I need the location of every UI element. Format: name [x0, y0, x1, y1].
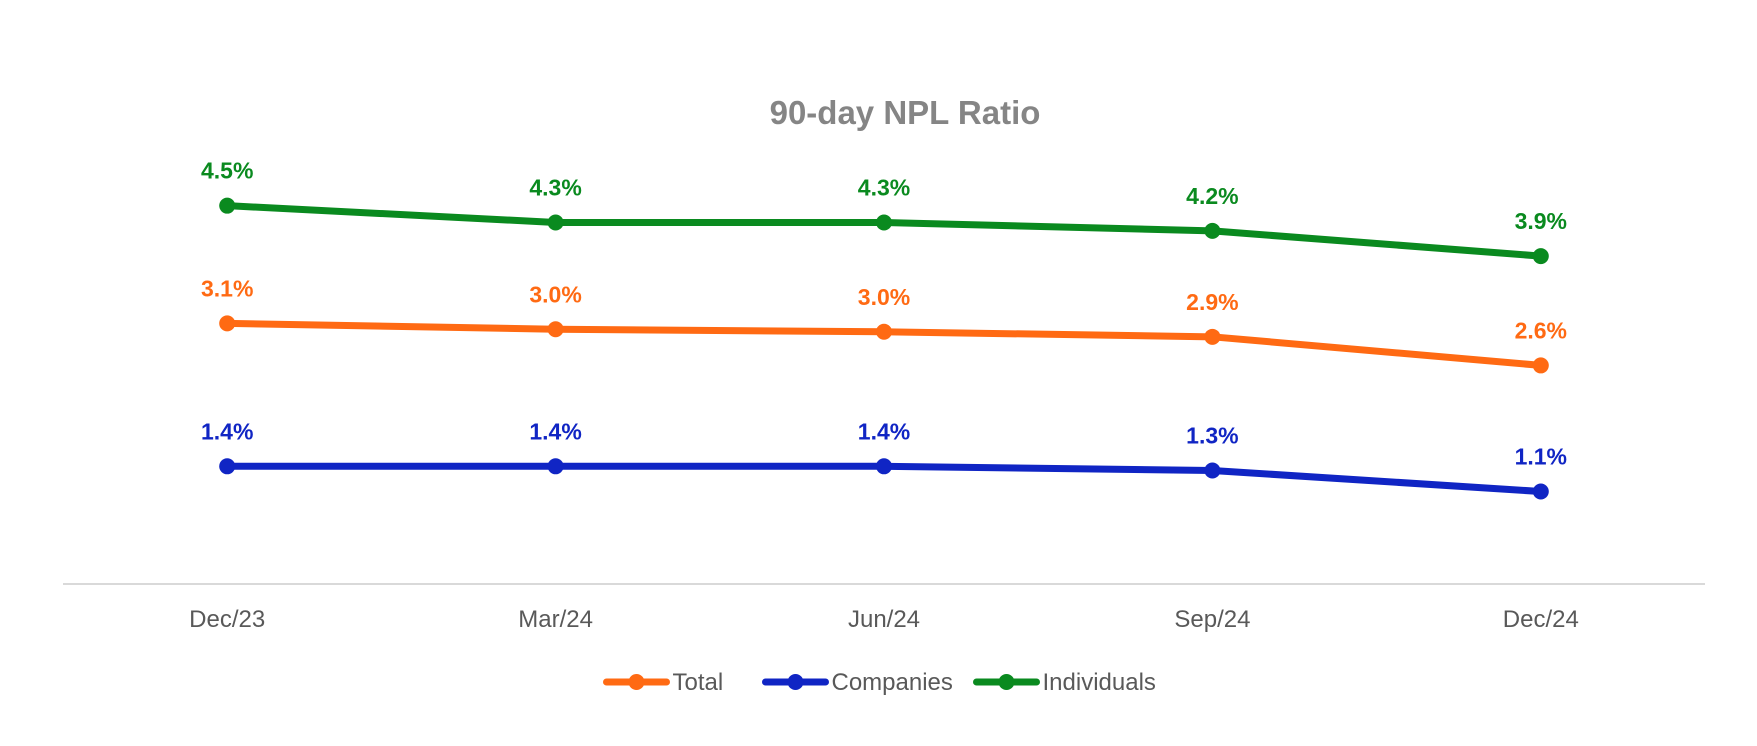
series-layer — [219, 197, 1549, 500]
data-point-total — [1204, 328, 1221, 345]
data-point-companies — [876, 458, 892, 475]
legend-swatch-marker-total — [628, 674, 645, 690]
legend-label-individuals: Individuals — [1043, 669, 1156, 696]
data-point-companies — [1204, 462, 1221, 479]
legend-item-individuals: Individuals — [973, 669, 1156, 696]
data-label-companies: 1.4% — [529, 418, 581, 444]
series-line-individuals — [223, 202, 1545, 260]
data-point-total — [1532, 357, 1549, 374]
legend: Total Companies Individuals — [603, 669, 1156, 696]
data-label-companies: 1.1% — [1515, 444, 1567, 470]
x-tick-label: Sep/24 — [1174, 606, 1250, 633]
data-label-individuals: 4.2% — [1186, 183, 1238, 209]
data-label-individuals: 3.9% — [1515, 208, 1567, 234]
legend-swatch-marker-companies — [787, 674, 804, 690]
data-label-layer: 3.1% 3.0% 3.0% 2.9% 2.6% 1.4% 1.4% 1.4% 1.3% 1.1%… — [201, 158, 1567, 470]
data-point-companies — [219, 458, 236, 475]
legend-item-companies: Companies — [762, 669, 953, 696]
chart-title: 90-day NPL Ratio — [770, 94, 1041, 131]
data-point-individuals — [1204, 222, 1221, 239]
legend-label-companies: Companies — [832, 669, 953, 696]
x-tick-label: Jun/24 — [848, 606, 920, 633]
data-point-companies — [1532, 483, 1549, 500]
data-label-companies: 1.3% — [1186, 423, 1238, 449]
data-label-individuals: 4.3% — [858, 174, 910, 200]
data-point-individuals — [547, 214, 564, 231]
data-point-individuals — [876, 214, 892, 231]
data-point-companies — [547, 458, 564, 475]
legend-item-total: Total — [603, 669, 724, 696]
data-point-individuals — [219, 197, 236, 214]
data-label-individuals: 4.3% — [529, 174, 581, 200]
data-label-total: 3.1% — [201, 275, 253, 301]
data-point-total — [876, 323, 892, 340]
data-label-total: 3.0% — [858, 284, 910, 310]
data-point-total — [219, 315, 236, 332]
data-point-individuals — [1532, 248, 1549, 265]
x-axis-ticks: Dec/23 Mar/24 Jun/24 Sep/24 Dec/24 — [189, 606, 1579, 633]
data-label-total: 3.0% — [529, 281, 581, 307]
x-tick-label: Dec/24 — [1503, 606, 1579, 633]
x-tick-label: Dec/23 — [189, 606, 265, 633]
legend-swatch-marker-individuals — [998, 674, 1015, 690]
data-point-total — [547, 321, 564, 338]
data-label-total: 2.6% — [1515, 317, 1567, 343]
legend-label-total: Total — [673, 669, 724, 696]
data-label-companies: 1.4% — [858, 418, 910, 444]
data-label-total: 2.9% — [1186, 289, 1238, 315]
data-label-companies: 1.4% — [201, 418, 253, 444]
x-tick-label: Mar/24 — [518, 606, 593, 633]
data-label-individuals: 4.5% — [201, 158, 253, 184]
